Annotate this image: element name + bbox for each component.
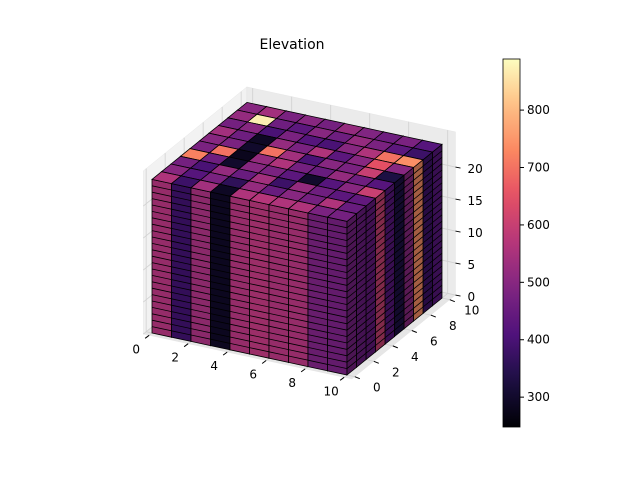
x-tick-label: 8 xyxy=(288,376,296,390)
z-tick-label: 0 xyxy=(468,290,476,304)
chart-title: Elevation xyxy=(259,37,324,53)
y-tick xyxy=(411,330,417,333)
x-tick xyxy=(300,368,306,373)
colorbar-tick-label: 400 xyxy=(527,333,550,347)
voxel-column xyxy=(326,209,358,376)
y-tick-label: 8 xyxy=(449,319,457,333)
z-tick xyxy=(455,294,461,297)
voxel-edge xyxy=(327,309,357,318)
y-tick xyxy=(449,299,455,303)
z-tick xyxy=(455,262,461,265)
colorbar-tick-label: 300 xyxy=(527,390,550,404)
z-tick-label: 15 xyxy=(468,194,483,208)
voxel-edge xyxy=(327,302,357,312)
x-tick-label: 4 xyxy=(210,359,218,373)
voxel-edge xyxy=(327,283,357,293)
colorbar-tick-label: 700 xyxy=(527,161,550,175)
voxel-edge xyxy=(327,277,357,286)
y-tick-label: 0 xyxy=(373,381,381,395)
colorbar-tick-label: 600 xyxy=(527,218,550,232)
x-tick xyxy=(261,360,267,364)
colorbar-tick-label: 500 xyxy=(527,275,550,289)
y-tick xyxy=(430,314,436,318)
voxel-edge xyxy=(327,264,357,274)
voxel-edge xyxy=(327,315,357,325)
voxel-edge xyxy=(327,245,357,254)
voxel-edge xyxy=(327,270,357,280)
voxel-edge xyxy=(327,296,357,306)
voxel-edge xyxy=(327,251,357,261)
voxel-edge xyxy=(327,328,357,338)
z-tick-label: 10 xyxy=(468,226,483,240)
voxel-edge xyxy=(327,347,357,357)
y-tick xyxy=(392,345,398,349)
x-tick xyxy=(339,376,345,381)
x-tick-label: 2 xyxy=(171,351,179,365)
x-tick-label: 6 xyxy=(249,368,257,382)
z-tick xyxy=(455,166,461,169)
voxel-edge xyxy=(327,290,357,299)
x-tick xyxy=(183,343,189,348)
y-tick-label: 2 xyxy=(392,365,400,379)
y-tick-label: 10 xyxy=(464,304,479,318)
x-tick-label: 0 xyxy=(132,342,140,356)
y-tick xyxy=(354,376,360,380)
voxel-edge xyxy=(327,226,357,235)
voxel-edge xyxy=(327,219,357,229)
voxel-edge xyxy=(327,232,357,242)
z-tick xyxy=(455,198,461,201)
voxel-edge xyxy=(327,238,357,248)
voxel-edge xyxy=(327,258,357,267)
voxel-edge xyxy=(327,354,357,363)
z-tick xyxy=(455,230,461,233)
y-tick xyxy=(373,360,379,364)
y-tick-label: 6 xyxy=(430,334,438,348)
voxel-edge xyxy=(327,341,357,350)
colorbar xyxy=(502,58,521,428)
x-tick-label: 10 xyxy=(324,384,339,398)
voxel-edge xyxy=(327,322,357,331)
x-tick xyxy=(144,334,150,339)
x-tick xyxy=(222,351,228,356)
colorbar-tick-label: 800 xyxy=(527,103,550,117)
colorbar-ticks: 300 400 500 600 700 800 xyxy=(520,103,550,404)
voxel-edge xyxy=(327,334,357,344)
z-tick-label: 5 xyxy=(468,258,476,272)
voxels xyxy=(151,101,443,376)
voxel-edge xyxy=(327,360,357,370)
y-tick-label: 4 xyxy=(411,350,419,364)
voxel-top-face xyxy=(326,209,358,222)
z-tick-label: 20 xyxy=(468,162,483,176)
